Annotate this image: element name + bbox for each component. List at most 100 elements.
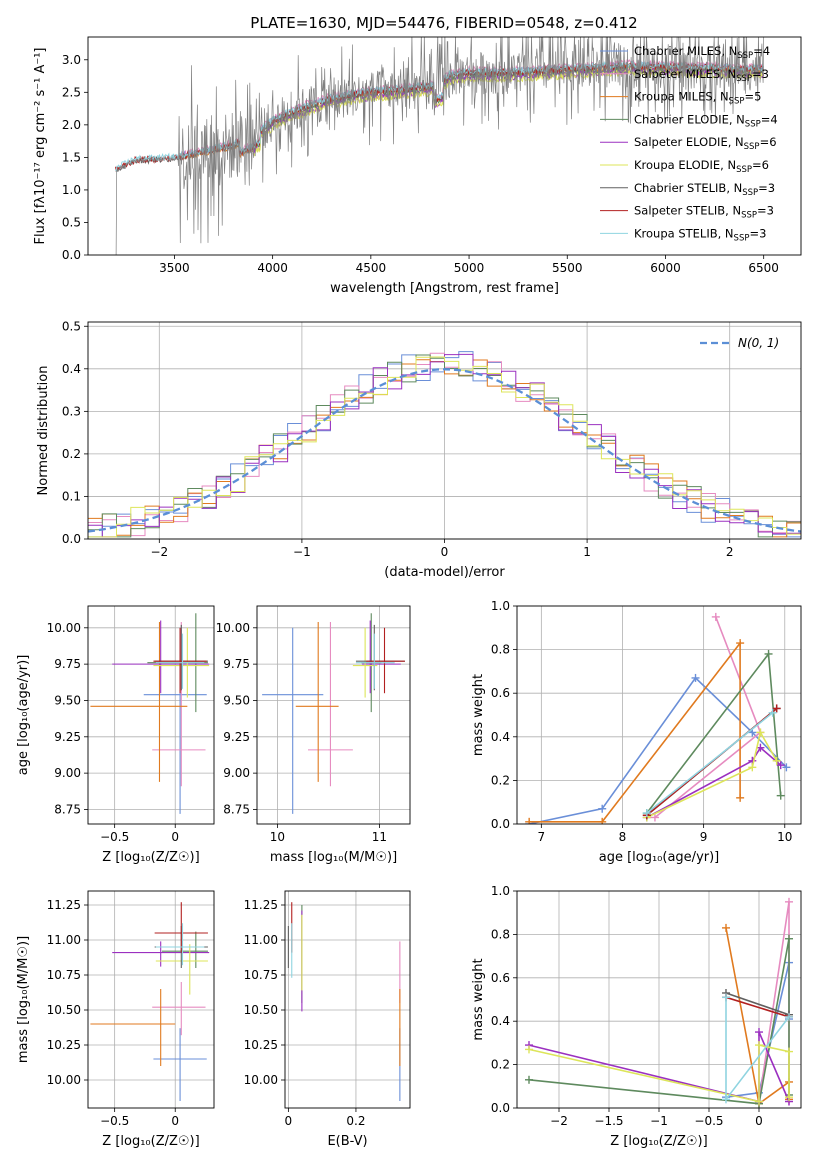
plot-area bbox=[88, 351, 801, 538]
plus-marker bbox=[756, 728, 765, 737]
histogram-series bbox=[88, 354, 801, 538]
plot-area bbox=[262, 613, 405, 814]
plus-marker bbox=[722, 993, 730, 1002]
plus-marker bbox=[755, 1041, 763, 1050]
x-tick-label: 3500 bbox=[159, 261, 190, 275]
x-tick-label: −2 bbox=[150, 545, 168, 559]
y-tick-label: 0.3 bbox=[62, 404, 81, 418]
legend: N(0, 1) bbox=[700, 336, 779, 350]
legend-label: Chabrier ELODIE, NSSP=4 bbox=[634, 112, 778, 129]
x-tick-label: 0 bbox=[171, 830, 179, 844]
y-tick-label: 9.50 bbox=[223, 693, 250, 707]
y-tick-label: 0.0 bbox=[491, 817, 510, 831]
legend: Chabrier MILES, NSSP=4 Salpeter MILES, NS… bbox=[600, 44, 778, 243]
y-tick-label: 2.5 bbox=[62, 85, 81, 99]
plus-marker bbox=[722, 923, 730, 932]
plus-marker bbox=[782, 763, 791, 772]
y-tick-label: 0.4 bbox=[491, 730, 510, 744]
x-tick-label: 6500 bbox=[748, 261, 779, 275]
plot-area bbox=[287, 902, 401, 1101]
axes-border bbox=[87, 36, 802, 256]
x-tick-label: −2 bbox=[550, 1114, 568, 1128]
errorbar-point bbox=[262, 627, 324, 814]
y-tick-label: 0.4 bbox=[491, 1014, 510, 1028]
errorbar-point bbox=[112, 620, 210, 694]
plus-marker bbox=[525, 1045, 533, 1054]
plot-area bbox=[90, 902, 210, 1101]
x-tick-label: 6000 bbox=[650, 261, 681, 275]
y-tick-label: 9.75 bbox=[54, 657, 81, 671]
x-tick-label: 5000 bbox=[454, 261, 485, 275]
weight-line bbox=[725, 996, 790, 1018]
plus-marker bbox=[772, 756, 781, 765]
panel-residuals: −2 −1 0 1 2 0.0 0.1 0.2 0.3 0.4 0.5 (data-model)/er… bbox=[36, 319, 802, 580]
y-tick-label: 11.00 bbox=[47, 933, 81, 947]
x-tick-label: −1.5 bbox=[594, 1114, 623, 1128]
x-axis-label: wavelength [Angstrom, rest frame] bbox=[330, 281, 559, 296]
panel-age_vs_mass: 10 11 8.75 9.00 9.25 9.50 9.75 10.00 mass [log₁₀… bbox=[216, 605, 411, 865]
y-axis-label: Normed distribution bbox=[36, 366, 51, 496]
figure-title: PLATE=1630, MJD=54476, FIBERID=0548, z=0… bbox=[250, 14, 637, 32]
y-tick-label: 0.1 bbox=[62, 489, 81, 503]
legend-label: Salpeter STELIB, NSSP=3 bbox=[634, 204, 774, 221]
y-tick-label: 10.25 bbox=[47, 1038, 81, 1052]
plus-marker bbox=[785, 897, 793, 906]
axes-frame: 3500 4000 4500 5000 5500 6000 6500 0.0 0.5 1.0 1.5… bbox=[33, 36, 802, 296]
plot-area bbox=[525, 612, 791, 824]
legend-label: Chabrier STELIB, NSSP=3 bbox=[634, 181, 775, 198]
plot-area bbox=[115, 37, 765, 255]
y-tick-label: 1.0 bbox=[491, 599, 510, 613]
x-axis-label: (data-model)/error bbox=[384, 565, 505, 580]
errorbar-point bbox=[355, 633, 395, 689]
y-tick-label: 0.2 bbox=[62, 447, 81, 461]
y-tick-label: 11.25 bbox=[47, 898, 81, 912]
y-tick-label: 8.75 bbox=[223, 802, 250, 816]
y-tick-label: 0.0 bbox=[491, 1101, 510, 1115]
errorbar-point bbox=[366, 627, 405, 694]
y-tick-label: 1.0 bbox=[491, 884, 510, 898]
y-tick-label: 9.00 bbox=[54, 766, 81, 780]
errorbar-point bbox=[155, 944, 208, 995]
panel-mass_vs_EBV: 0 0.2 10.00 10.25 10.50 10.75 11.00 11.25 E(B-V) bbox=[244, 890, 411, 1149]
y-axis-label: mass [log₁₀(M/M☉)] bbox=[16, 936, 31, 1063]
panel-mass_vs_Z: −0.5 0 10.00 10.25 10.50 10.75 11.00 11.25 Z [lo… bbox=[16, 890, 215, 1149]
plus-marker bbox=[722, 1095, 730, 1104]
errorbar-point bbox=[362, 620, 401, 694]
weight-line bbox=[646, 746, 782, 819]
weight-line bbox=[725, 992, 790, 1016]
axes-frame: 7 8 9 10 0.0 0.2 0.4 0.6 0.8 1.0 age [log₁₀(age/yr… bbox=[471, 599, 802, 865]
errorbar-point bbox=[295, 621, 339, 782]
x-tick-label: 9 bbox=[700, 830, 708, 844]
errorbar-point bbox=[154, 902, 208, 953]
x-tick-label: 10 bbox=[777, 830, 792, 844]
errorbar-point bbox=[161, 931, 208, 968]
y-axis-label: age [log₁₀(age/yr)] bbox=[16, 655, 31, 776]
y-tick-label: 0.5 bbox=[62, 215, 81, 229]
legend-label: Chabrier MILES, NSSP=4 bbox=[634, 44, 770, 61]
x-axis-label: age [log₁₀(age/yr)] bbox=[599, 850, 720, 865]
x-axis-label: E(B-V) bbox=[327, 1134, 367, 1149]
x-tick-label: −0.5 bbox=[694, 1114, 723, 1128]
y-tick-label: 0.6 bbox=[491, 686, 510, 700]
plot-area bbox=[90, 613, 210, 814]
plus-marker bbox=[772, 704, 781, 713]
axes-border bbox=[87, 605, 215, 825]
plus-marker bbox=[736, 639, 745, 648]
panel-age_vs_Z: −0.5 0 8.75 9.00 9.25 9.50 9.75 10.00 Z [log₁₀(Z… bbox=[16, 605, 215, 865]
data-spectrum-line bbox=[115, 37, 765, 255]
errorbar-point bbox=[155, 633, 205, 689]
y-tick-label: 9.25 bbox=[223, 730, 250, 744]
weight-line bbox=[529, 640, 741, 823]
y-tick-label: 0.0 bbox=[62, 248, 81, 262]
plus-marker bbox=[764, 649, 773, 658]
axes-border bbox=[87, 890, 215, 1109]
axes-frame: −0.5 0 10.00 10.25 10.50 10.75 11.00 11.25 Z [lo… bbox=[16, 890, 215, 1149]
errorbar-point bbox=[112, 941, 210, 967]
y-tick-label: 0.5 bbox=[62, 319, 81, 333]
x-tick-label: 1 bbox=[583, 545, 591, 559]
plus-marker bbox=[598, 804, 607, 813]
y-tick-label: 1.0 bbox=[62, 183, 81, 197]
x-tick-label: 5500 bbox=[552, 261, 583, 275]
errorbar-point bbox=[90, 989, 176, 1066]
x-tick-label: 11 bbox=[372, 830, 387, 844]
